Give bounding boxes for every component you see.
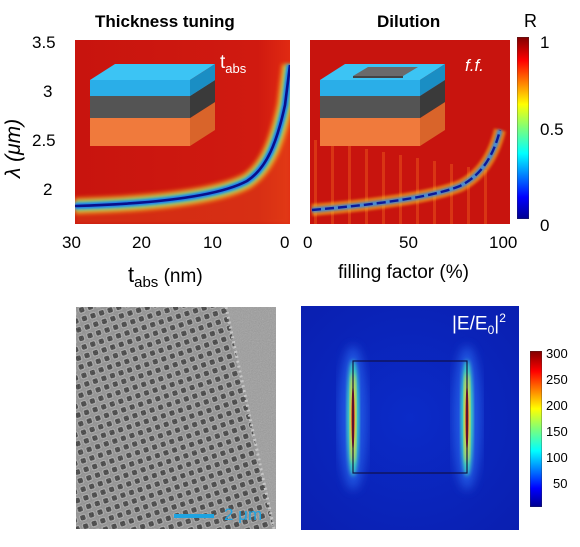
dilution-stripe <box>314 140 317 224</box>
panel-b-xtick: 100 <box>489 233 518 252</box>
colorbar-r-tick: 1 <box>540 33 550 52</box>
colorbar-r-tick: 0 <box>540 216 550 235</box>
panel-b-xtick: 50 <box>399 233 418 252</box>
panel-a-ytick: 3 <box>43 82 53 101</box>
panel-a-inset-label: tabs <box>220 52 247 76</box>
panel-b-inset-label: f.f. <box>465 56 484 75</box>
colorbar-r-label: R <box>524 11 537 31</box>
unit-cell-outline <box>352 360 468 474</box>
panel-b-xlabel: filling factor (%) <box>338 262 469 283</box>
colorbar-field <box>530 351 542 507</box>
field-map-label: |E/E0|2 <box>452 311 506 338</box>
panel-a-ytick: 3.5 <box>32 33 56 52</box>
panel-a-ytick: 2 <box>43 180 53 199</box>
panel-b-title: Dilution <box>377 12 441 31</box>
panel-a-xtick: 20 <box>132 233 151 252</box>
dilution-stripe <box>382 152 385 224</box>
dilution-stripe <box>348 146 351 224</box>
panel-a-xtick: 10 <box>203 233 222 252</box>
colorbar-field-tick: 250 <box>546 372 568 387</box>
dilution-stripe <box>331 143 334 224</box>
scale-bar-label: 2 μm <box>224 505 263 524</box>
panel-a-xlabel: tabs (nm) <box>128 262 203 291</box>
panel-b-inset-stack-icon <box>320 58 450 150</box>
sem-image <box>76 307 276 529</box>
panel-b-xtick: 0 <box>303 233 313 252</box>
panel-a-ytick: 2.5 <box>32 131 56 150</box>
colorbar-r <box>517 37 529 219</box>
colorbar-r-tick: 0.5 <box>540 120 564 139</box>
colorbar-field-tick: 100 <box>546 450 568 465</box>
panel-a-ylabel: λ (μm) <box>2 118 25 178</box>
panel-a-xtick: 0 <box>280 233 290 252</box>
dilution-stripe <box>484 170 487 224</box>
field-map <box>301 306 519 530</box>
panel-a-resonance-curve <box>75 64 290 208</box>
colorbar-field-tick: 150 <box>546 424 568 439</box>
panel-a-title: Thickness tuning <box>95 12 235 31</box>
colorbar-field-tick: 200 <box>546 398 568 413</box>
panel-a-inset-stack-icon <box>90 58 220 150</box>
colorbar-field-tick: 300 <box>546 346 568 361</box>
dilution-stripe <box>399 155 402 224</box>
colorbar-field-tick: 50 <box>553 476 568 491</box>
panel-b-resonance-curve <box>311 129 502 212</box>
panel-a-xtick: 30 <box>62 233 81 252</box>
dilution-stripe <box>467 167 470 224</box>
scale-bar <box>174 514 214 518</box>
dilution-stripe <box>365 149 368 224</box>
